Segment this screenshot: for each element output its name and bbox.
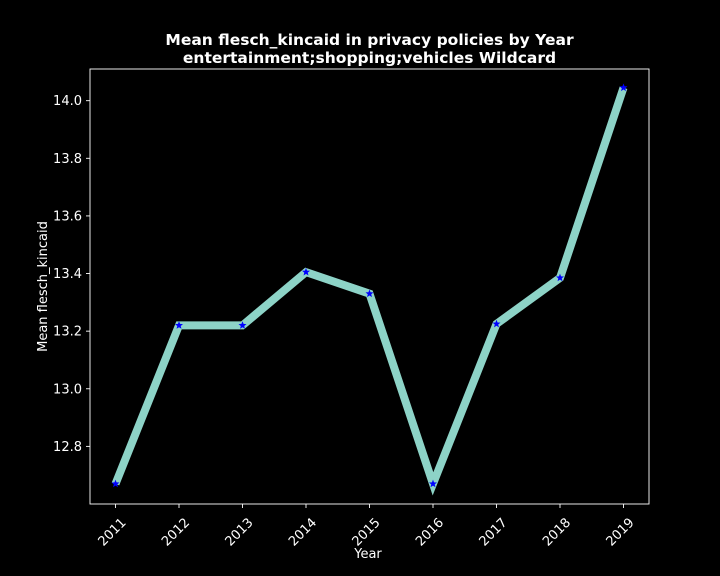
data-point-marker	[111, 479, 120, 488]
y-tick-label: 14.0	[53, 94, 82, 109]
series-markers	[111, 83, 628, 488]
y-tick-label: 13.8	[53, 152, 82, 167]
data-point-marker	[238, 321, 247, 329]
y-tick-label: 12.8	[53, 440, 82, 455]
y-tick-label: 13.2	[53, 325, 82, 340]
data-point-marker	[302, 267, 310, 276]
data-point-marker	[365, 289, 374, 298]
y-axis-ticks: 12.8 13.0 13.2 13.4 13.6 13.8 14.0	[53, 94, 90, 455]
data-point-marker	[175, 321, 183, 329]
y-tick-label: 13.6	[53, 209, 82, 224]
y-axis-label: Mean flesch_kincaid	[36, 221, 51, 352]
chart-title-line-1: Mean flesch_kincaid in privacy policies …	[165, 31, 574, 49]
data-point-marker	[429, 479, 437, 488]
y-tick-label: 13.0	[53, 382, 82, 397]
y-tick-label: 13.4	[53, 267, 82, 282]
x-axis-label: Year	[353, 547, 382, 562]
data-point-marker	[556, 273, 564, 282]
data-point-marker	[619, 83, 628, 92]
data-point-marker	[492, 319, 501, 328]
chart-title-line-2: entertainment;shopping;vehicles Wildcard	[183, 49, 556, 67]
